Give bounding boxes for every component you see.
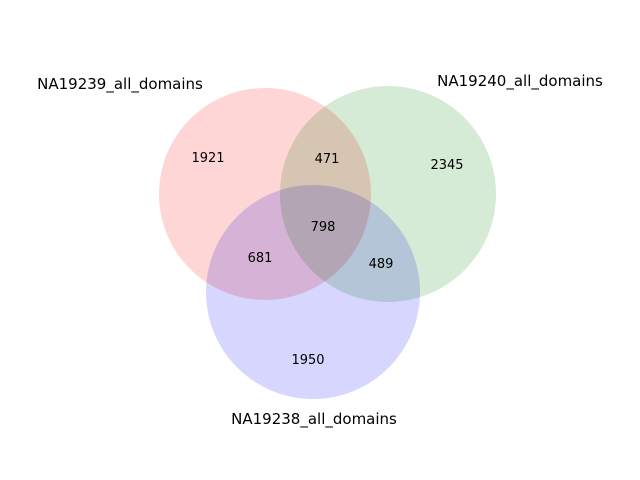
set-labels: NA19239_all_domains NA19240_all_domains … (37, 72, 603, 429)
region-count-only-na19240: 2345 (430, 158, 463, 173)
set-label-na19240: NA19240_all_domains (437, 72, 603, 91)
set-label-na19238: NA19238_all_domains (231, 410, 397, 429)
region-count-na19239-na19240: 471 (315, 152, 340, 167)
venn-circles (159, 86, 496, 399)
region-count-na19239-na19238: 681 (248, 251, 273, 266)
set-circle-na19238 (206, 185, 420, 399)
region-count-na19240-na19238: 489 (369, 257, 394, 272)
set-label-na19239: NA19239_all_domains (37, 75, 203, 94)
region-count-only-na19238: 1950 (291, 353, 324, 368)
region-count-only-na19239: 1921 (191, 151, 224, 166)
region-counts: 1921 2345 1950 471 681 489 798 (191, 151, 463, 368)
region-count-all-three: 798 (311, 220, 336, 235)
